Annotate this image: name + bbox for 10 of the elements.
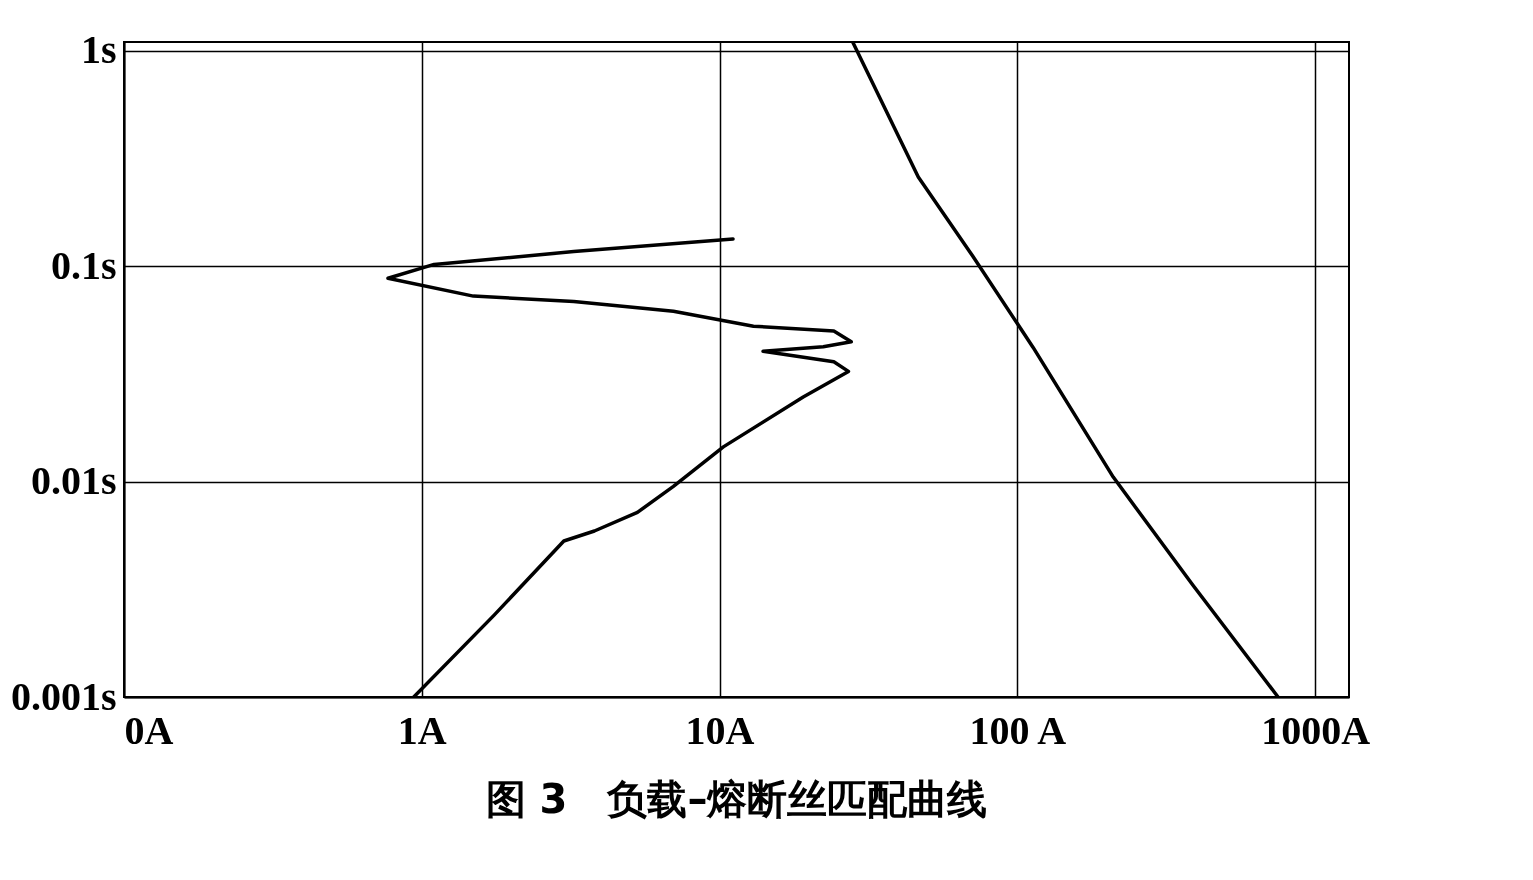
text: 图 3 负载–熔断丝匹配曲线 xyxy=(485,776,988,822)
y-tick-label: 0.1s xyxy=(50,242,117,288)
x-tick-label: 1000A xyxy=(1261,707,1371,753)
x-tick-label: 100 A xyxy=(969,707,1067,753)
x-tick-label: 1A xyxy=(397,707,447,753)
x-tick-label: 10A xyxy=(685,707,755,753)
x-tick-label: 0A xyxy=(124,707,174,753)
y-tick-label: 1s xyxy=(80,27,117,73)
y-tick-label: 0.001s xyxy=(10,673,117,719)
y-tick-label: 0.01s xyxy=(30,458,117,504)
